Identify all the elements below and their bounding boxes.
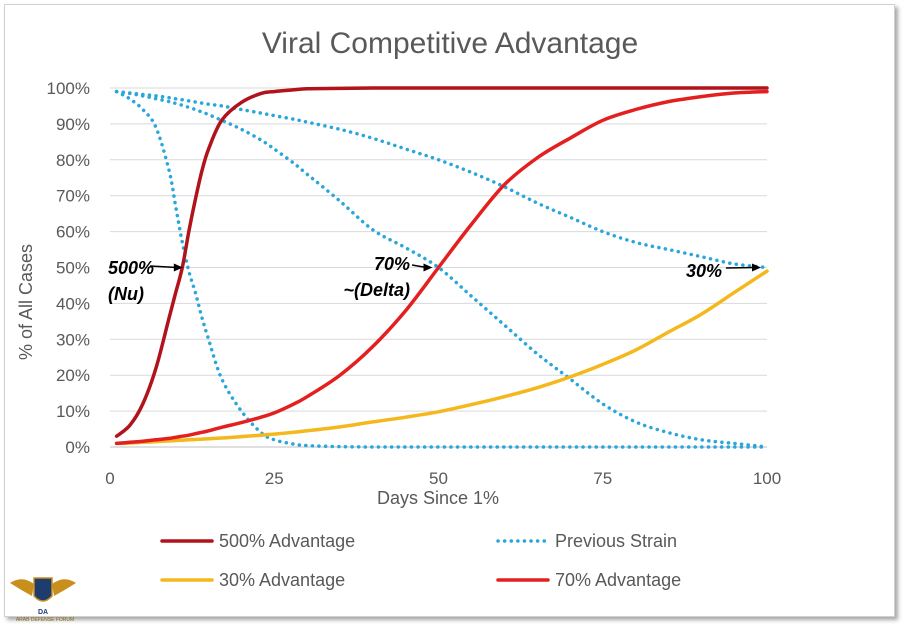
x-tick-label: 50 (429, 469, 448, 488)
chart-title: Viral Competitive Advantage (262, 27, 638, 60)
y-tick-label: 40% (56, 294, 90, 313)
watermark-caption: ARAB DEFENSE FORUM (16, 617, 74, 623)
series-line-previous-strain (114, 89, 769, 270)
annotation-text: 500% (108, 258, 154, 278)
arrowhead-icon (752, 263, 761, 272)
y-tick-label: 90% (56, 115, 90, 134)
legend-label: 500% Advantage (219, 531, 355, 551)
series-lines (114, 86, 769, 449)
series-line-30-advantage (114, 269, 769, 446)
x-tick-label: 75 (593, 469, 612, 488)
x-axis-label: Days Since 1% (377, 488, 499, 508)
annotation-text: (Nu) (108, 284, 144, 304)
series-line-previous-strain (114, 89, 769, 449)
y-tick-label: 80% (56, 151, 90, 170)
chart-frame (4, 4, 895, 617)
y-tick-label: 10% (56, 402, 90, 421)
x-tick-label: 25 (265, 469, 284, 488)
legend: 500% Advantage Previous Strain 30% Advanta… (160, 531, 681, 590)
annotation-text: 70% (374, 254, 410, 274)
annotation-arrow (149, 265, 177, 269)
legend-label: Previous Strain (555, 531, 677, 551)
x-axis-ticks: 0 25 50 75 100 (105, 469, 781, 488)
series-line-70-advantage (114, 89, 769, 446)
watermark-label: DA (38, 609, 48, 616)
x-tick-label: 100 (753, 469, 781, 488)
watermark-logo: DA ARAB DEFENSE FORUM (10, 577, 76, 623)
annotation-text: 30% (686, 261, 722, 281)
y-tick-label: 20% (56, 366, 90, 385)
annotations: 500% (Nu) 70% ~(Delta) 30% (108, 254, 761, 304)
y-tick-label: 70% (56, 187, 90, 206)
wing-right-icon (52, 579, 76, 596)
annotation-arrow (725, 266, 756, 269)
y-tick-label: 0% (65, 438, 90, 457)
legend-label: 70% Advantage (555, 570, 681, 590)
legend-label: 30% Advantage (219, 570, 345, 590)
series-line-previous-strain (114, 89, 769, 449)
y-axis-label: % of All Cases (16, 244, 36, 360)
shield-icon (33, 577, 53, 602)
wing-left-icon (10, 579, 34, 596)
arrowhead-icon (173, 263, 183, 272)
y-tick-label: 100% (47, 79, 90, 98)
annotation-text: ~(Delta) (343, 280, 410, 300)
x-tick-label: 0 (105, 469, 114, 488)
y-tick-label: 50% (56, 259, 90, 278)
y-tick-label: 60% (56, 223, 90, 242)
arrowhead-icon (423, 263, 433, 272)
series-line-500-advantage (114, 86, 769, 438)
y-tick-label: 30% (56, 330, 90, 349)
y-axis-ticks: 0% 10% 20% 30% 40% 50% 60% 70% 80% 90% 100% (47, 79, 90, 457)
